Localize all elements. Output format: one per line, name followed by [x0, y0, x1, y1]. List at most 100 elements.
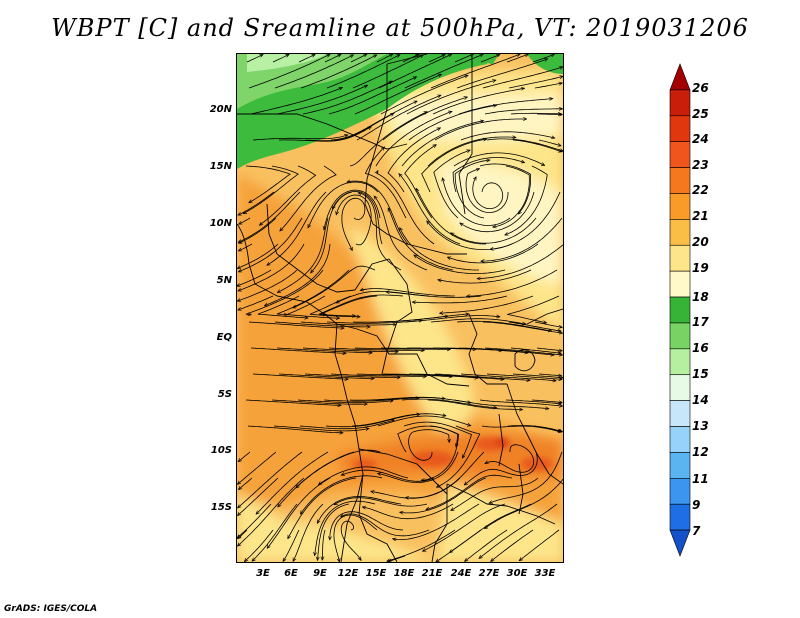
streamline [238, 451, 303, 508]
streamline [364, 147, 407, 219]
streamline [328, 347, 424, 351]
streamline [531, 399, 562, 403]
streamline [324, 189, 381, 229]
streamline [465, 529, 508, 561]
streamline [250, 88, 342, 115]
wbpt-region-orange-west [237, 254, 285, 444]
wbpt-region-pale-east [437, 161, 563, 284]
streamline [532, 54, 554, 63]
streamline [482, 67, 563, 89]
streamline [416, 189, 486, 245]
lon-label: 12E [337, 568, 359, 579]
lon-label: 27E [478, 568, 500, 579]
streamline [280, 165, 337, 231]
streamline [238, 477, 305, 546]
streamline [245, 399, 341, 405]
lon-label: 21E [421, 568, 443, 579]
streamline [413, 295, 508, 303]
streamline [239, 477, 253, 489]
colorbar-swatch [669, 322, 691, 350]
streamline [238, 243, 305, 291]
streamline [260, 165, 317, 225]
colorbar-swatch [669, 478, 691, 505]
streamline [467, 269, 558, 296]
streamline [252, 503, 298, 561]
streamline [404, 54, 483, 89]
streamline [519, 529, 560, 561]
streamline [238, 243, 279, 268]
streamline [505, 399, 561, 404]
streamline [323, 398, 419, 402]
streamline [238, 503, 272, 538]
border-line [358, 473, 398, 562]
streamline [374, 196, 428, 271]
streamline [247, 425, 343, 433]
streamline [427, 399, 522, 410]
streamline [437, 425, 481, 487]
streamline [293, 265, 376, 308]
streamline [377, 415, 471, 426]
border-line [354, 258, 413, 375]
colorbar-label: 23 [692, 158, 709, 172]
streamline [308, 181, 379, 228]
colorbar-label: 20 [692, 235, 709, 249]
streamline [238, 269, 298, 301]
colorbar [669, 63, 691, 557]
streamline [414, 255, 506, 275]
streamline [432, 88, 524, 115]
streamline [248, 321, 344, 328]
streamline [248, 54, 330, 89]
lake-outline [514, 349, 536, 372]
streamline [448, 243, 539, 264]
streamline [330, 511, 404, 540]
colorbar-swatch [669, 374, 691, 401]
streamline [334, 497, 428, 507]
lon-label: 3E [256, 568, 270, 579]
streamline [283, 529, 300, 561]
streamline [510, 347, 561, 353]
colorbar-swatch [669, 296, 691, 324]
streamline [479, 163, 531, 214]
streamline [393, 503, 480, 540]
streamline [301, 475, 383, 514]
streamline [400, 477, 487, 513]
streamline [387, 529, 456, 561]
streamline [427, 137, 516, 167]
streamline [482, 321, 562, 333]
streamline [298, 55, 315, 63]
map-panel [236, 53, 564, 563]
streamline [238, 529, 248, 539]
colorbar-swatch [669, 63, 691, 91]
streamline [239, 217, 251, 224]
streamline [304, 373, 400, 378]
streamline [443, 178, 511, 226]
streamline [300, 55, 377, 89]
colorbar-swatch [669, 426, 691, 453]
streamline [256, 451, 329, 514]
lat-label: 20N [209, 104, 232, 115]
lon-label: 6E [284, 568, 298, 579]
streamline [276, 269, 350, 315]
streamline [454, 160, 489, 219]
streamline [472, 177, 504, 209]
credit-text: GrADS: IGES/COLA [4, 604, 98, 614]
colorbar-swatch [669, 167, 691, 194]
streamline [458, 99, 553, 115]
streamline [401, 121, 483, 167]
streamline [363, 503, 454, 520]
streamline [238, 191, 275, 215]
streamline [350, 54, 367, 63]
streamline [428, 55, 445, 63]
colorbar-label: 12 [692, 445, 709, 459]
colorbar-label: 14 [692, 393, 709, 407]
streamline [386, 292, 482, 298]
streamline [388, 208, 454, 271]
lon-label: 15E [365, 568, 387, 579]
lat-label: EQ [216, 332, 232, 343]
border-line [358, 448, 448, 495]
colorbar-label: 21 [692, 209, 709, 223]
streamline [293, 503, 324, 561]
streamline [245, 529, 274, 562]
streamline [377, 171, 435, 245]
wbpt-hotspot-4 [353, 459, 377, 469]
